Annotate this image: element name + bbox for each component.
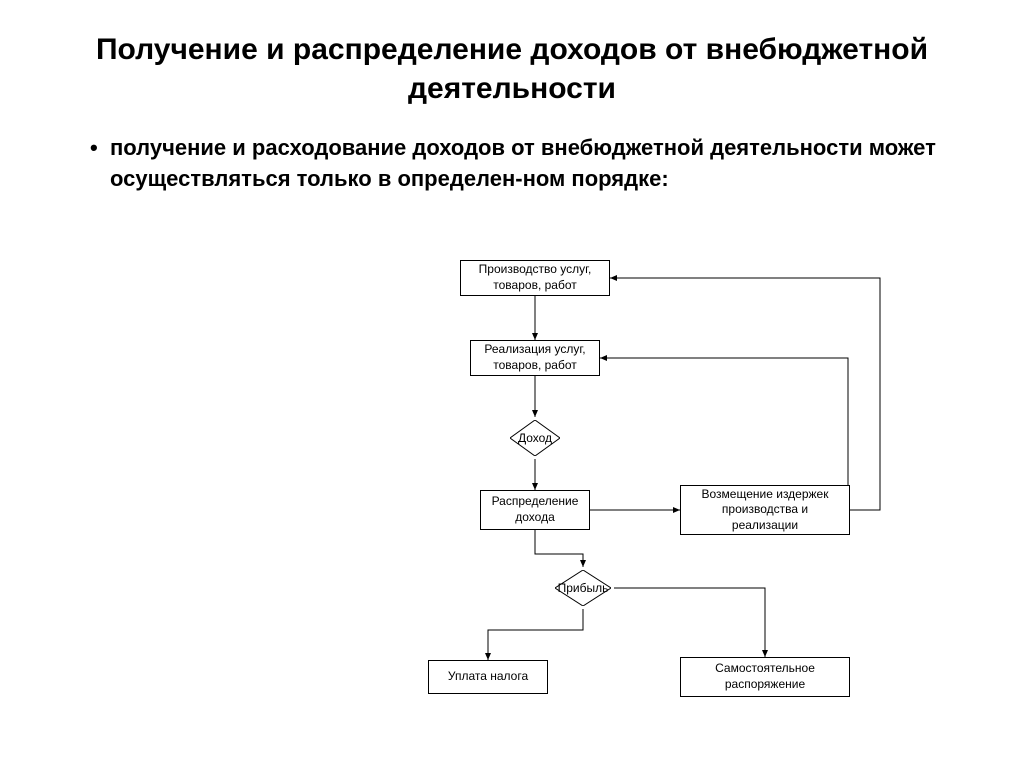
- node-tax: Уплата налога: [428, 660, 548, 694]
- node-disposal: Самостоятельное распоряжение: [680, 657, 850, 697]
- bullet-list: получение и расходование доходов от внеб…: [90, 133, 974, 195]
- node-profit: Прибыль: [555, 570, 611, 606]
- edge-n5-n1: [610, 278, 880, 510]
- node-realization: Реализация услуг, товаров, работ: [470, 340, 600, 376]
- node-distribution: Распределение дохода: [480, 490, 590, 530]
- node-production: Производство услуг, товаров, работ: [460, 260, 610, 296]
- edge-n6-n7: [488, 609, 583, 660]
- node-income: Доход: [510, 420, 560, 456]
- page-title: Получение и распределение доходов от вне…: [50, 30, 974, 108]
- edge-n5-n2: [600, 358, 848, 505]
- node-reimbursement: Возмещение издержек производства и реали…: [680, 485, 850, 535]
- flowchart-container: Производство услуг, товаров, работ Реали…: [370, 260, 930, 750]
- bullet-item: получение и расходование доходов от внеб…: [90, 133, 974, 195]
- edge-n4-n6: [535, 530, 583, 567]
- edge-n6-n8: [614, 588, 765, 657]
